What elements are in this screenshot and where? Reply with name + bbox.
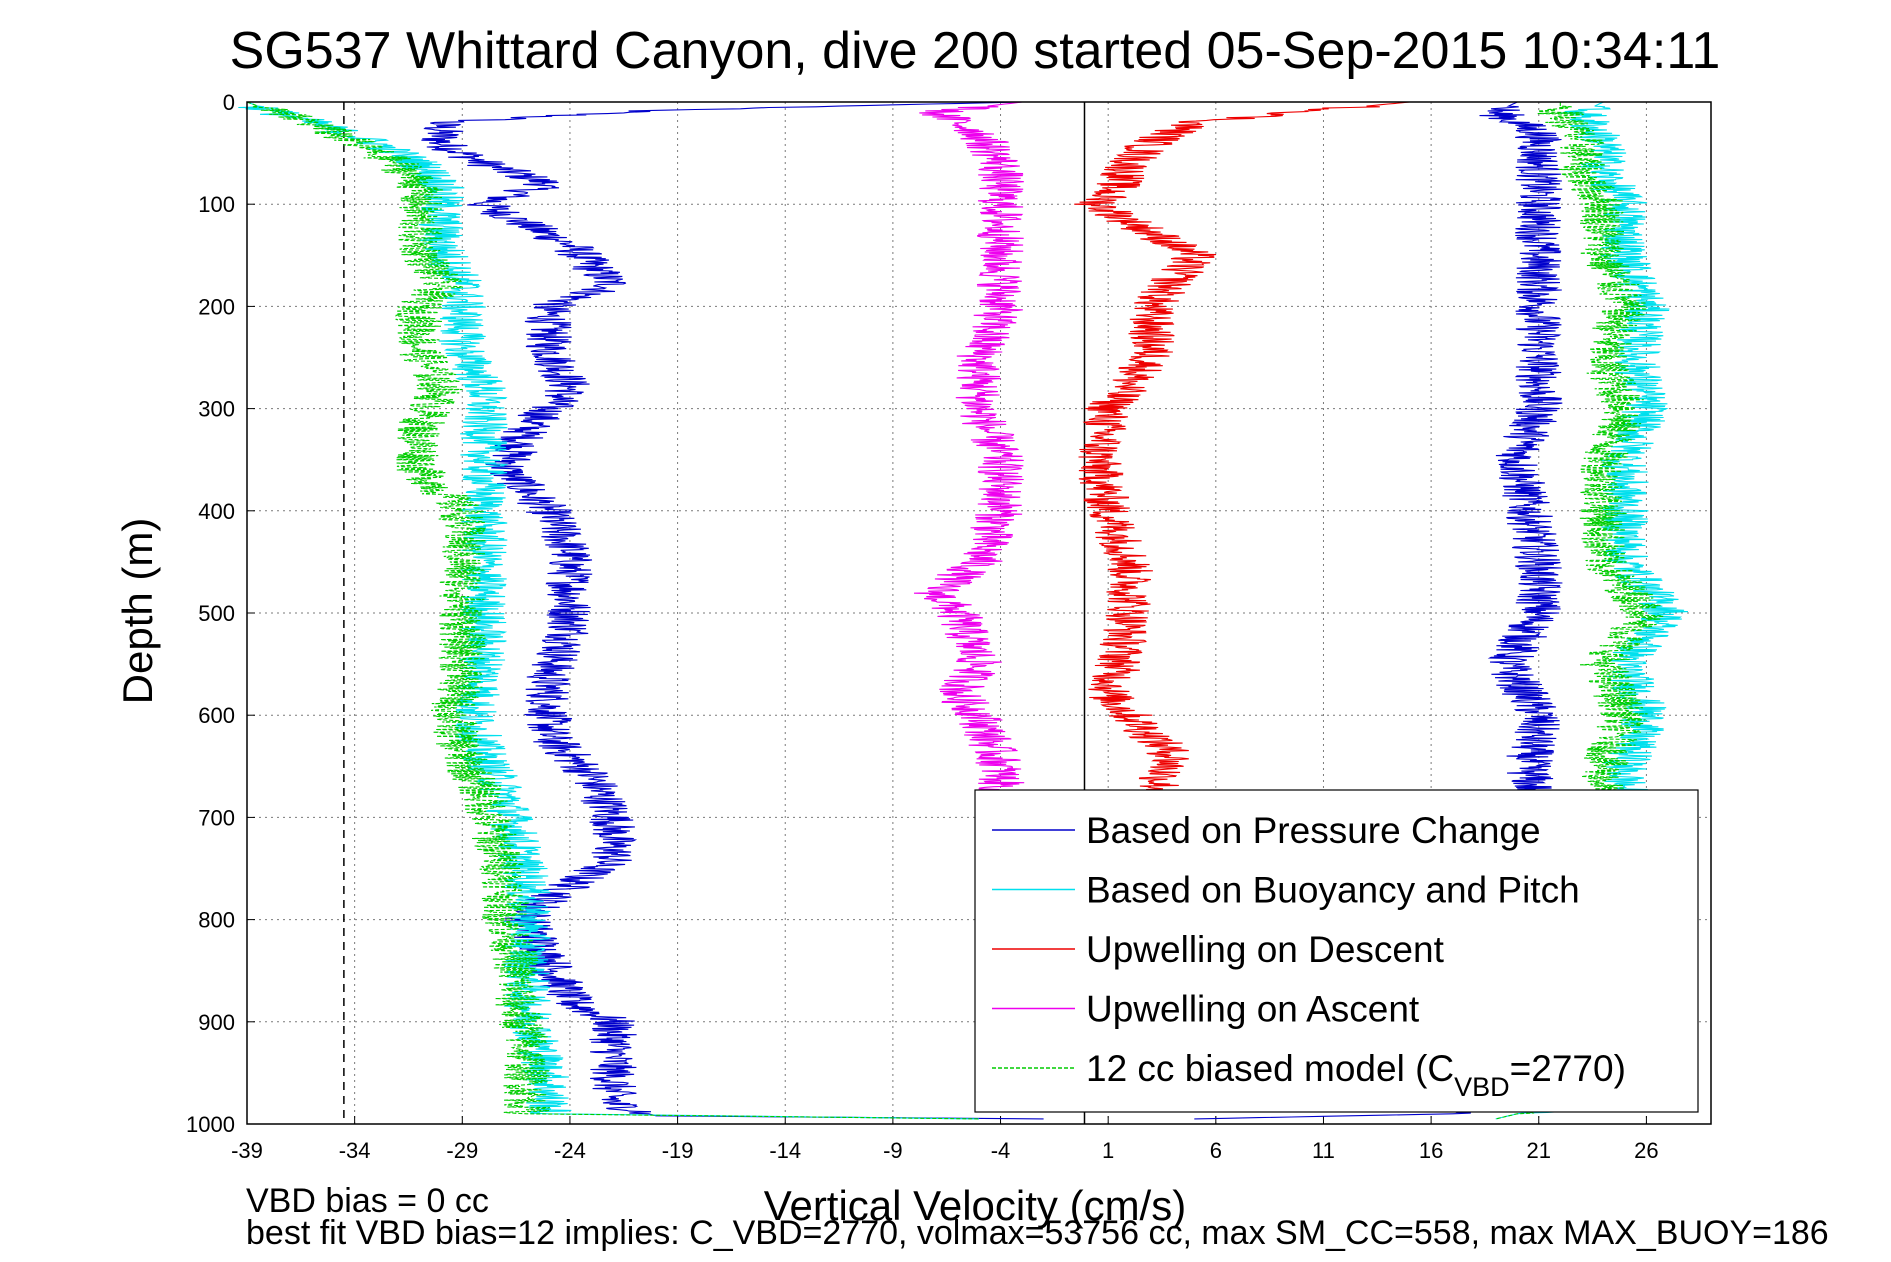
- legend-label-main: Upwelling on Descent: [1086, 929, 1445, 970]
- x-tick-labels: -39 -34 -29 -24 -19 -14 -9 -4 1 6 11 16 21 26: [231, 1138, 1659, 1163]
- y-tick-label: 200: [198, 294, 235, 319]
- y-tick-label: 700: [198, 805, 235, 830]
- legend-label-main: 12 cc biased model (C: [1086, 1048, 1454, 1089]
- legend-label: Based on Pressure Change: [1086, 810, 1541, 851]
- x-tick-label: 6: [1210, 1138, 1222, 1163]
- legend-label-main: Based on Buoyancy and Pitch: [1086, 870, 1580, 911]
- x-tick-label: 26: [1634, 1138, 1658, 1163]
- legend-label: Upwelling on Descent: [1086, 929, 1445, 970]
- axes-frame: [246, 101, 1712, 1125]
- y-tick-label: 100: [198, 192, 235, 217]
- legend-box: [974, 789, 1699, 1113]
- x-tick-label: -39: [231, 1138, 263, 1163]
- series-line-4-0: [246, 101, 980, 1120]
- x-tick-label: 16: [1419, 1138, 1443, 1163]
- y-tick-label: 400: [198, 499, 235, 524]
- legend-label-suffix: =2770): [1510, 1048, 1626, 1089]
- series-line-3-0: [913, 101, 1025, 808]
- legend-label-main: Based on Pressure Change: [1086, 810, 1541, 851]
- x-tick-label: 21: [1527, 1138, 1551, 1163]
- y-tick-label: 500: [198, 601, 235, 626]
- legend-label: 12 cc biased model (CVBD=2770): [1086, 1048, 1626, 1102]
- x-tick-label: 11: [1312, 1138, 1335, 1163]
- y-tick-label: 300: [198, 397, 235, 422]
- x-tick-label: -9: [883, 1138, 903, 1163]
- chart-title: SG537 Whittard Canyon, dive 200 started …: [230, 22, 1721, 80]
- x-tick-label: -4: [991, 1138, 1011, 1163]
- legend-label: Upwelling on Ascent: [1086, 989, 1420, 1030]
- y-tick-labels: 0 100 200 300 400 500 600 700 800 900 1000: [186, 90, 235, 1137]
- x-tick-label: -24: [554, 1138, 586, 1163]
- x-tick-label: -34: [339, 1138, 371, 1163]
- legend: Based on Pressure Change Based on Buoyanc…: [974, 789, 1699, 1113]
- y-tick-label: 600: [198, 703, 235, 728]
- x-axis-label: Vertical Velocity (cm/s): [764, 1182, 1186, 1229]
- x-tick-label: -19: [662, 1138, 694, 1163]
- footer-best-fit: best fit VBD bias=12 implies: C_VBD=2770…: [246, 1214, 1829, 1252]
- x-tick-label: -14: [769, 1138, 801, 1163]
- y-tick-label: 900: [198, 1010, 235, 1035]
- footer-vbd-bias: VBD bias = 0 cc: [246, 1182, 489, 1220]
- series-line-2-0: [1074, 101, 1410, 818]
- y-tick-label: 800: [198, 908, 235, 933]
- series-line-0-0: [421, 101, 1044, 1120]
- y-axis-label: Depth (m): [114, 518, 161, 705]
- x-tick-label: -29: [446, 1138, 478, 1163]
- legend-label-subscript: VBD: [1454, 1072, 1510, 1102]
- legend-label: Based on Buoyancy and Pitch: [1086, 870, 1580, 911]
- y-tick-label: 1000: [186, 1112, 235, 1137]
- legend-label-main: Upwelling on Ascent: [1086, 989, 1420, 1030]
- y-tick-label: 0: [223, 90, 235, 115]
- x-tick-label: 1: [1102, 1138, 1114, 1163]
